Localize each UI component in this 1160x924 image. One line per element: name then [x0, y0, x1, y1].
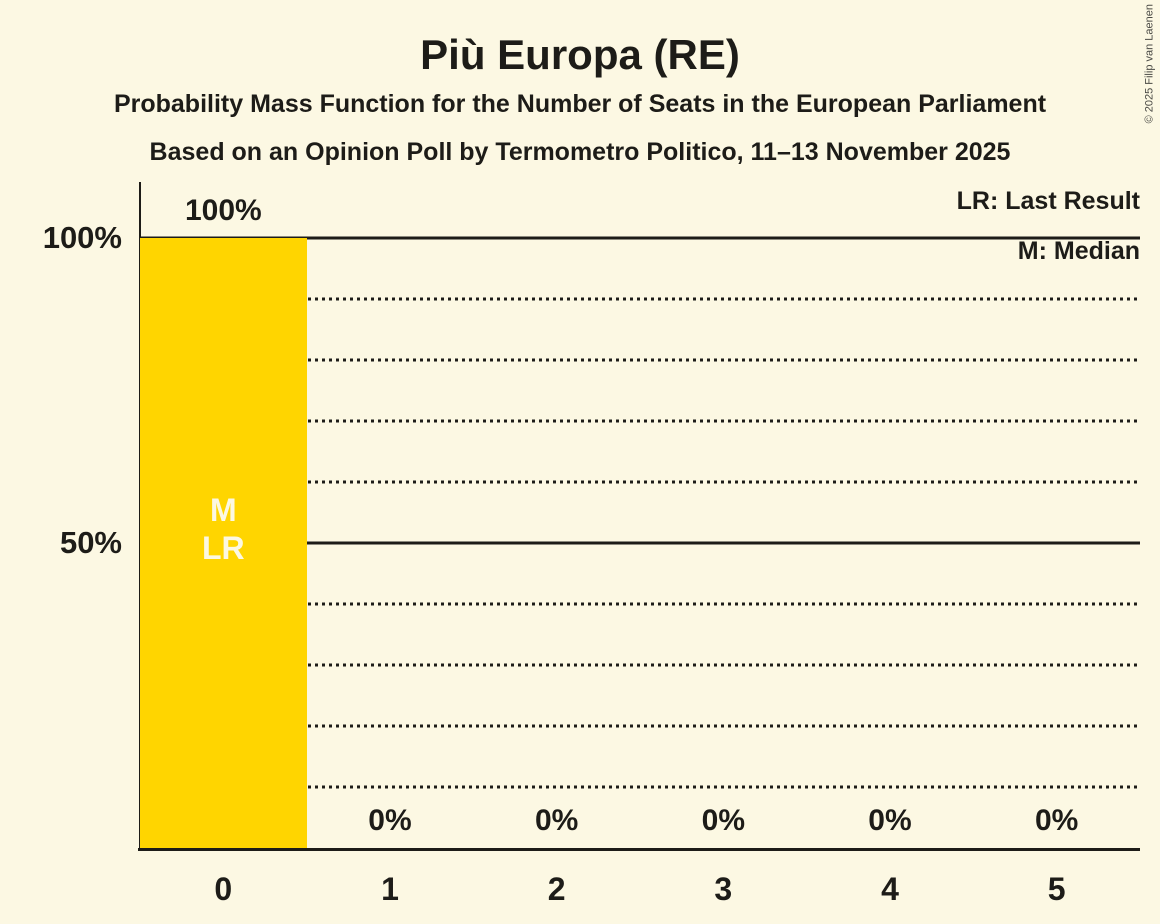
gridline-dotted-40 [140, 602, 1140, 606]
x-tick-label-1: 1 [381, 871, 399, 907]
y-tick-label-100: 100% [42, 220, 122, 255]
chart-subtitle-line1: Probability Mass Function for the Number… [113, 90, 1047, 118]
gridline-dotted-20 [140, 724, 1140, 728]
bar-annotation-median-lastresult: M LR [140, 491, 307, 567]
gridline-solid-50 [140, 541, 1140, 545]
bar-slot-4: 0% [807, 238, 974, 848]
gridline-dotted-10 [140, 785, 1140, 789]
legend-median-label: M: Median [1017, 237, 1140, 265]
chart-subtitle-line2: Based on an Opinion Poll by Termometro P… [149, 138, 1011, 166]
bar-value-label-5: 0% [1034, 804, 1079, 837]
x-tick-label-4: 4 [881, 871, 899, 907]
bar-value-label-4: 0% [868, 804, 912, 837]
bar-value-label-3: 0% [701, 804, 745, 837]
copyright-notice: © 2025 Filip van Laenen [1143, 4, 1155, 124]
gridline-dotted-30 [140, 663, 1140, 667]
legend-last-result-label: LR: Last Result [956, 187, 1140, 215]
y-tick-label-50: 50% [59, 525, 122, 560]
chart-title: Più Europa (RE) [420, 31, 740, 78]
bar-value-label-0: 100% [184, 194, 262, 227]
gridline-solid-100 [140, 236, 1140, 240]
bar-slot-0: M LR 100% [140, 196, 307, 848]
bar-slot-2: 0% [473, 238, 640, 848]
bar-annotation-line: LR [202, 530, 245, 567]
bar-value-label-1: 0% [368, 804, 412, 837]
x-tick-label-0: 0 [214, 871, 233, 907]
x-tick-label-3: 3 [714, 871, 733, 907]
x-tick-label-2: 2 [547, 871, 566, 907]
bar-annotation-line: M [210, 492, 237, 529]
x-tick-label-5: 5 [1047, 871, 1066, 907]
gridline-dotted-60 [140, 480, 1140, 484]
bar-slot-3: 0% [640, 238, 807, 848]
x-axis-line [138, 848, 1140, 851]
gridline-dotted-70 [140, 419, 1140, 423]
plot-area: M LR 100% 0% 0% 0% 0% 0% [140, 196, 1140, 848]
bar-slot-5: 0% [973, 238, 1140, 848]
bar-value-label-2: 0% [534, 804, 579, 837]
gridline-dotted-90 [140, 297, 1140, 301]
gridline-dotted-80 [140, 358, 1140, 362]
bar-seats-0: M LR [140, 238, 307, 848]
bar-slot-1: 0% [307, 238, 474, 848]
